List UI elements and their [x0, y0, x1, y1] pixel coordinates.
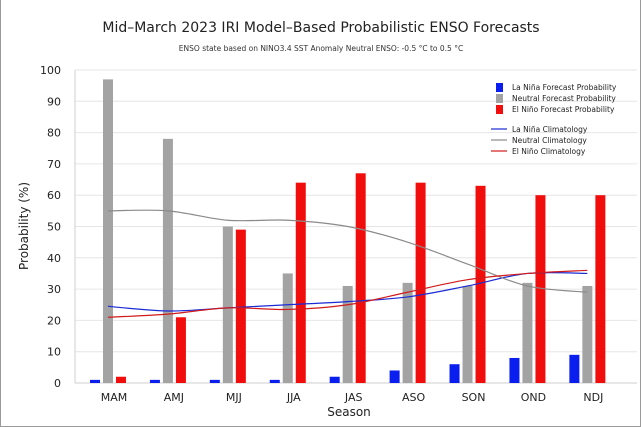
neutral-bar: [342, 285, 353, 383]
la-nina-bar: [149, 379, 160, 383]
el-nino-bar: [415, 182, 426, 383]
el-nino-bar: [116, 376, 126, 383]
neutral-bar: [522, 282, 533, 383]
el-nino-climatology-line: [107, 269, 588, 318]
y-tick-label: 0: [54, 377, 61, 390]
legend-neutral-climatology-label: Neutral Climatology: [512, 136, 587, 145]
la-nina-bar: [209, 379, 220, 383]
neutral-bar: [282, 273, 293, 383]
legend-neutral-forecast-label: Neutral Forecast Probability: [512, 94, 616, 103]
neutral-bar: [162, 138, 173, 383]
legend-el-nino-forecast-swatch: [496, 105, 503, 114]
x-tick-label: JJA: [286, 391, 301, 404]
x-tick-label: JAS: [344, 391, 363, 404]
neutral-climatology-line: [107, 209, 588, 293]
y-tick-label: 30: [47, 283, 61, 296]
neutral-bar: [402, 282, 413, 383]
x-tick-label: MJJ: [226, 391, 242, 404]
legend-la-nina-forecast-swatch: [496, 83, 503, 92]
el-nino-bar: [535, 195, 546, 383]
x-tick-label: MAM: [101, 391, 128, 404]
y-tick-label: 80: [47, 127, 61, 140]
x-tick-label: ASO: [402, 391, 426, 404]
y-tick-label: 70: [47, 158, 61, 171]
y-tick-label: 40: [47, 252, 61, 265]
y-tick-label: 20: [47, 314, 61, 327]
el-nino-bar: [355, 173, 366, 383]
el-nino-bar: [175, 317, 186, 383]
neutral-bar: [103, 79, 113, 383]
neutral-bar: [222, 226, 233, 383]
chart-subtitle: ENSO state based on NINO3.4 SST Anomaly …: [179, 44, 463, 53]
x-tick-label: OND: [521, 391, 546, 404]
legend-neutral-forecast-swatch: [496, 94, 503, 103]
x-tick-label: AMJ: [164, 391, 184, 404]
y-tick-label: 10: [47, 346, 61, 359]
legend-el-nino-forecast-label: El Niño Forecast Probability: [512, 105, 615, 114]
neutral-bar: [462, 285, 473, 383]
la-nina-bar: [269, 379, 280, 383]
legend-la-nina-forecast-label: La Niña Forecast Probability: [512, 83, 617, 92]
la-nina-bar: [509, 357, 520, 383]
la-nina-bar: [329, 376, 340, 383]
y-tick-label: 60: [47, 189, 61, 202]
y-tick-label: 100: [40, 64, 61, 77]
la-nina-bar: [90, 379, 100, 383]
el-nino-bar: [595, 195, 606, 383]
la-nina-bar: [449, 364, 460, 383]
x-tick-label: SON: [462, 391, 486, 404]
neutral-bar: [582, 285, 593, 383]
y-axis-label: Probability (%): [17, 182, 31, 270]
el-nino-bar: [295, 182, 306, 383]
el-nino-bar: [235, 229, 246, 383]
legend-el-nino-climatology-label: El Niño Climatology: [512, 147, 586, 156]
chart-title: Mid–March 2023 IRI Model–Based Probabili…: [102, 20, 539, 36]
x-axis-label: Season: [327, 405, 371, 419]
la-nina-bar: [389, 370, 400, 383]
el-nino-bar: [475, 185, 486, 383]
la-nina-climatology-line: [107, 271, 588, 312]
x-tick-label: NDJ: [583, 391, 603, 404]
legend-la-nina-climatology-label: La Niña Climatology: [512, 125, 588, 134]
y-tick-label: 50: [47, 221, 61, 234]
y-tick-label: 90: [47, 95, 61, 108]
la-nina-bar: [569, 354, 580, 383]
